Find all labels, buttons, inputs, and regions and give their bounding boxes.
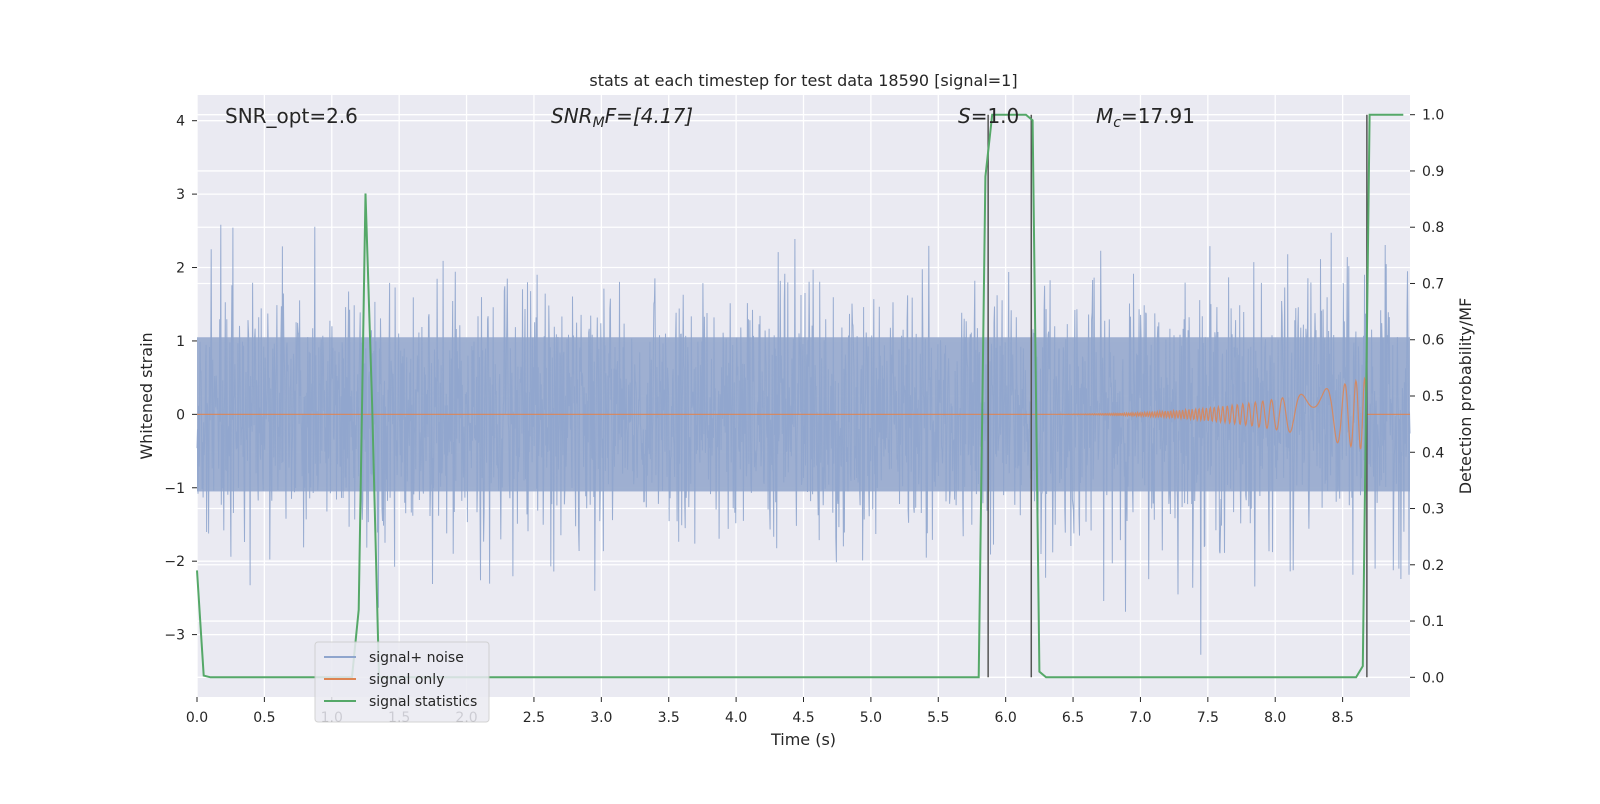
y-right-tick-label-0: 0.0: [1422, 670, 1444, 686]
y-tick-label-2: −1: [164, 481, 185, 497]
annotation-mc: Mc=17.91: [1096, 104, 1195, 131]
x-axis-label: Time (s): [770, 730, 836, 749]
x-tick-label-6: 3.0: [590, 710, 612, 726]
annotation-s: S=1.0: [958, 104, 1019, 128]
legend-label-signal-statistics: signal statistics: [369, 694, 477, 710]
y-right-tick-label-10: 1.0: [1422, 108, 1444, 124]
y-right-tick-label-5: 0.5: [1422, 389, 1444, 405]
y-right-tick-label-8: 0.8: [1422, 220, 1444, 236]
x-tick-label-11: 5.5: [927, 710, 949, 726]
legend-label-signal-noise: signal+ noise: [369, 650, 464, 666]
x-tick-label-13: 6.5: [1062, 710, 1084, 726]
x-tick-label-5: 2.5: [523, 710, 545, 726]
y-right-tick-label-9: 0.9: [1422, 164, 1444, 180]
y-tick-label-6: 3: [176, 187, 185, 203]
y-tick-label-0: −3: [164, 628, 185, 644]
x-tick-label-17: 8.5: [1331, 710, 1353, 726]
x-tick-label-7: 3.5: [658, 710, 680, 726]
x-tick-label-10: 5.0: [860, 710, 882, 726]
y-tick-label-5: 2: [176, 261, 185, 277]
x-tick-label-9: 4.5: [792, 710, 814, 726]
x-tick-label-8: 4.0: [725, 710, 747, 726]
x-tick-label-14: 7.0: [1129, 710, 1151, 726]
annotation-snr-mf: SNRMF=[4.17]: [551, 104, 693, 131]
y-tick-label-7: 4: [176, 114, 185, 130]
y-right-tick-label-4: 0.4: [1422, 445, 1444, 461]
x-tick-label-16: 8.0: [1264, 710, 1286, 726]
y-right-tick-label-7: 0.7: [1422, 276, 1444, 292]
y-tick-label-3: 0: [176, 407, 185, 423]
y-right-axis-label: Detection probability/MF: [1456, 298, 1475, 495]
annotation-snr-opt: SNR_opt=2.6: [225, 104, 358, 128]
x-tick-label-1: 0.5: [253, 710, 275, 726]
y-tick-label-1: −2: [164, 554, 185, 570]
x-tick-label-12: 6.0: [995, 710, 1017, 726]
y-right-tick-label-2: 0.2: [1422, 558, 1444, 574]
x-tick-label-15: 7.5: [1197, 710, 1219, 726]
y-axis-label: Whitened strain: [137, 332, 156, 459]
x-tick-label-0: 0.0: [186, 710, 208, 726]
y-right-tick-label-3: 0.3: [1422, 502, 1444, 518]
chart-title: stats at each timestep for test data 185…: [589, 71, 1017, 90]
y-tick-label-4: 1: [176, 334, 185, 350]
legend-label-signal-only: signal only: [369, 672, 444, 688]
legend: signal+ noise signal only signal statist…: [315, 642, 489, 722]
y-right-tick-label-1: 0.1: [1422, 614, 1444, 630]
y-right-tick-label-6: 0.6: [1422, 333, 1444, 349]
